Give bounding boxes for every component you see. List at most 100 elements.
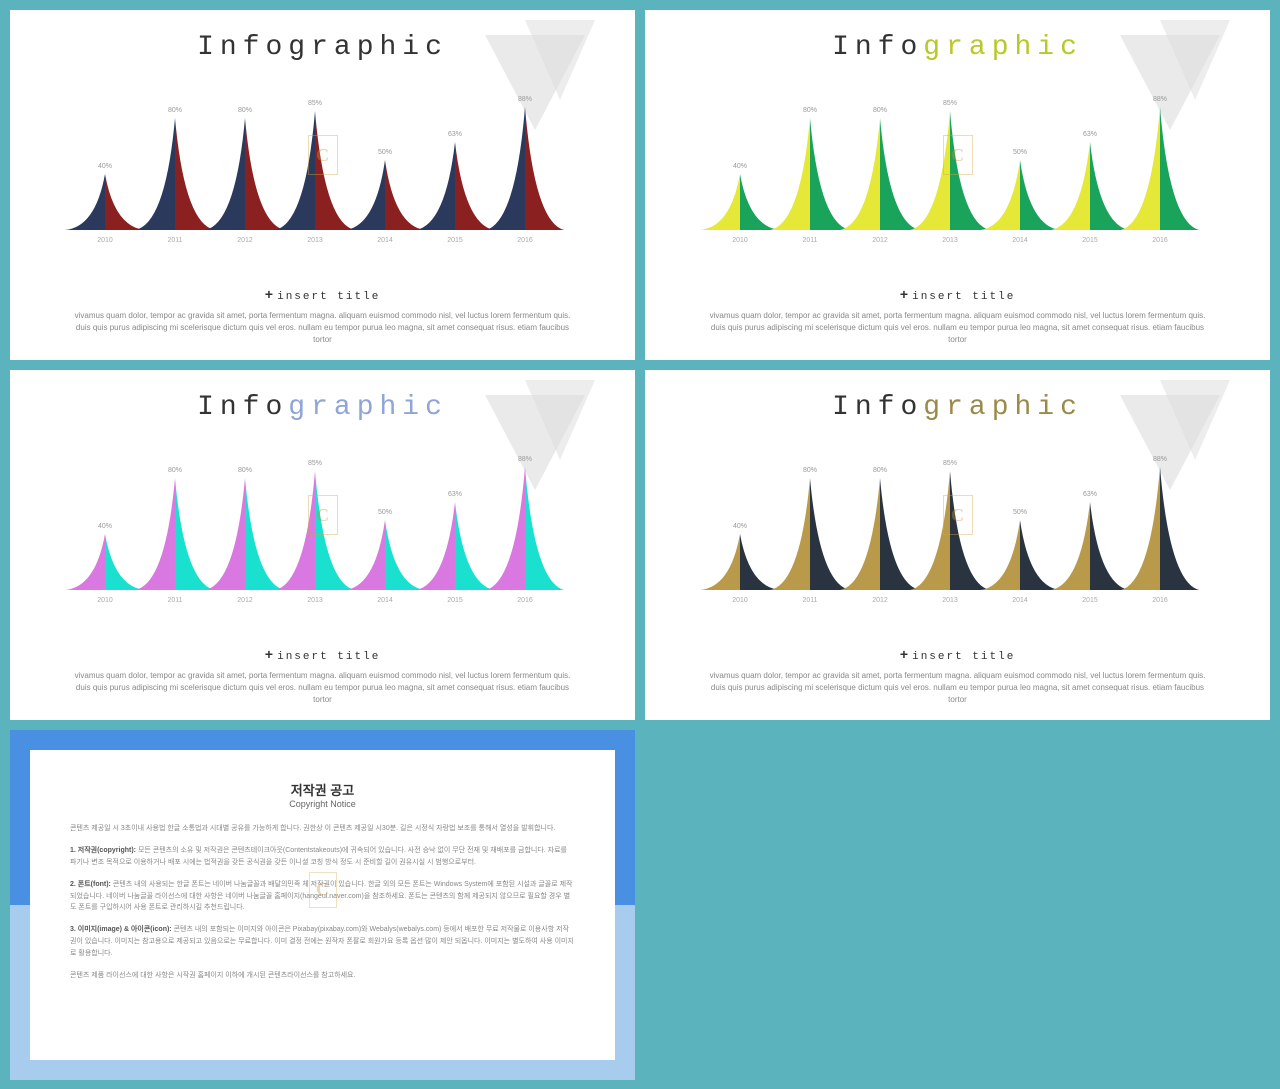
peak-6 — [1120, 467, 1200, 590]
plus-icon: + — [900, 648, 910, 664]
caption-title: +insert title — [705, 288, 1210, 304]
watermark-letter: C — [951, 145, 964, 166]
slide-1: Infographic 40%2010 80%2011 80%2012 85%2… — [10, 10, 635, 360]
title-part-b: graphic — [288, 32, 448, 63]
title-part-b: graphic — [288, 392, 448, 423]
caption-block: +insert title vivamus quam dolor, tempor… — [705, 648, 1210, 706]
peak-year-6: 2016 — [517, 237, 533, 244]
peak-1 — [135, 478, 215, 590]
peak-year-5: 2015 — [1082, 597, 1098, 604]
peak-2 — [205, 478, 285, 590]
peak-year-1: 2011 — [802, 237, 817, 244]
peak-label-3: 85% — [308, 100, 322, 107]
peak-year-0: 2010 — [97, 597, 113, 604]
caption-body: vivamus quam dolor, tempor ac gravida si… — [705, 310, 1210, 346]
peak-year-4: 2014 — [377, 597, 393, 604]
peak-5 — [1050, 142, 1130, 230]
slide-title: Infographic — [645, 392, 1270, 423]
watermark-letter: C — [316, 145, 329, 166]
peak-year-3: 2013 — [307, 237, 323, 244]
peak-1 — [770, 478, 850, 590]
peak-2 — [840, 478, 920, 590]
caption-body: vivamus quam dolor, tempor ac gravida si… — [705, 670, 1210, 706]
peak-4 — [345, 520, 425, 590]
peak-2 — [205, 118, 285, 230]
peak-6 — [485, 467, 565, 590]
peak-label-5: 63% — [1083, 131, 1097, 138]
peak-label-2: 80% — [238, 467, 252, 474]
slide-copyright: 저작권 공고 Copyright Notice 콘텐츠 제공일 시 3초이내 사… — [10, 730, 635, 1080]
peak-1 — [770, 118, 850, 230]
peak-chart: 40%2010 80%2011 80%2012 85%2013 50%2014 … — [695, 440, 1220, 590]
peak-4 — [345, 160, 425, 230]
slide-3: Infographic 40%2010 80%2011 80%2012 85%2… — [10, 370, 635, 720]
empty-cell — [645, 730, 1270, 1080]
peak-label-3: 85% — [943, 460, 957, 467]
title-part-a: Info — [197, 392, 288, 423]
title-part-a: Info — [197, 32, 288, 63]
peak-label-2: 80% — [238, 107, 252, 114]
slide-title: Infographic — [645, 32, 1270, 63]
peak-label-6: 88% — [1153, 96, 1167, 103]
peak-label-5: 63% — [448, 131, 462, 138]
peak-5 — [415, 502, 495, 590]
peak-label-6: 88% — [518, 96, 532, 103]
peak-chart: 40%2010 80%2011 80%2012 85%2013 50%2014 … — [60, 440, 585, 590]
peak-label-0: 40% — [98, 523, 112, 530]
title-part-b: graphic — [923, 392, 1083, 423]
peak-chart: 40%2010 80%2011 80%2012 85%2013 50%2014 … — [60, 80, 585, 230]
slide-2: Infographic 40%2010 80%2011 80%2012 85%2… — [645, 10, 1270, 360]
peak-year-4: 2014 — [377, 237, 393, 244]
peak-year-0: 2010 — [732, 597, 748, 604]
peak-label-4: 50% — [378, 149, 392, 156]
peak-year-5: 2015 — [447, 237, 463, 244]
peak-6 — [485, 107, 565, 230]
peak-label-0: 40% — [733, 163, 747, 170]
peak-year-2: 2012 — [237, 597, 253, 604]
peak-1 — [135, 118, 215, 230]
title-part-a: Info — [832, 392, 923, 423]
peak-0 — [65, 534, 145, 590]
plus-icon: + — [265, 288, 275, 304]
peak-label-6: 88% — [518, 456, 532, 463]
peak-label-1: 80% — [803, 467, 817, 474]
caption-title: +insert title — [70, 648, 575, 664]
watermark-badge: C — [308, 135, 338, 175]
watermark-badge: C — [943, 495, 973, 535]
peak-year-6: 2016 — [1152, 237, 1168, 244]
copyright-subheading: Copyright Notice — [70, 799, 575, 809]
peak-year-3: 2013 — [942, 597, 958, 604]
plus-icon: + — [900, 288, 910, 304]
peak-year-6: 2016 — [517, 597, 533, 604]
peak-4 — [980, 160, 1060, 230]
peak-4 — [980, 520, 1060, 590]
copyright-sec-3: 3. 이미지(image) & 아이콘(icon): 콘텐츠 내의 포함되는 이… — [70, 924, 575, 960]
watermark-letter: C — [951, 505, 964, 526]
copyright-sec-1: 1. 저작권(copyright): 모든 콘텐츠의 소유 및 저작권은 콘텐츠… — [70, 845, 575, 869]
peak-0 — [65, 174, 145, 230]
peak-label-4: 50% — [378, 509, 392, 516]
caption-block: +insert title vivamus quam dolor, tempor… — [70, 288, 575, 346]
slide-grid: Infographic 40%2010 80%2011 80%2012 85%2… — [10, 10, 1270, 1080]
caption-body: vivamus quam dolor, tempor ac gravida si… — [70, 310, 575, 346]
peak-year-0: 2010 — [97, 237, 113, 244]
peak-year-4: 2014 — [1012, 597, 1028, 604]
title-part-b: graphic — [923, 32, 1083, 63]
peak-label-0: 40% — [98, 163, 112, 170]
caption-block: +insert title vivamus quam dolor, tempor… — [705, 288, 1210, 346]
watermark-letter: C — [316, 505, 329, 526]
peak-label-4: 50% — [1013, 509, 1027, 516]
copyright-outro: 콘텐츠 제품 라이선스에 대한 사항은 시작권 홈페이지 이하에 개시된 콘텐츠… — [70, 970, 575, 982]
peak-year-3: 2013 — [307, 597, 323, 604]
slide-title: Infographic — [10, 392, 635, 423]
peak-6 — [1120, 107, 1200, 230]
peak-year-1: 2011 — [167, 237, 182, 244]
watermark-badge: C — [309, 872, 337, 908]
peak-label-2: 80% — [873, 467, 887, 474]
peak-year-4: 2014 — [1012, 237, 1028, 244]
peak-year-6: 2016 — [1152, 597, 1168, 604]
peak-label-2: 80% — [873, 107, 887, 114]
peak-label-1: 80% — [168, 107, 182, 114]
peak-label-3: 85% — [943, 100, 957, 107]
watermark-letter: C — [316, 879, 329, 900]
